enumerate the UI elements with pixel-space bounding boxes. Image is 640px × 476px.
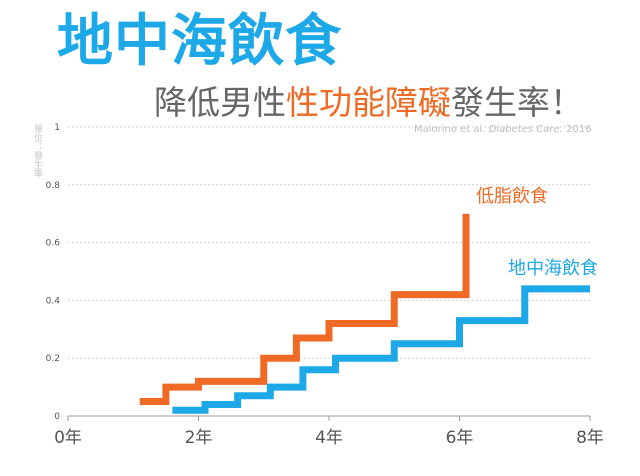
subtitle-highlight: 性功能障礙 <box>286 83 451 122</box>
x-tick-label: 0年 <box>54 428 82 448</box>
citation: Maiorino et al. Diabetes Care. 2016 <box>414 124 591 135</box>
y-tick-label: 0.8 <box>46 181 61 191</box>
y-axis-unit-label: 單位：發生率 <box>32 124 42 178</box>
y-tick-label: 0.4 <box>46 296 61 306</box>
series-label-mediterranean: 地中海飲食 <box>508 258 598 279</box>
citation-authors: Maiorino et al. <box>414 124 486 135</box>
subtitle-suffix: 發生率！ <box>451 83 583 122</box>
citation-year: 2016 <box>566 124 592 135</box>
x-tick-label: 8年 <box>576 428 604 448</box>
page-title: 地中海飲食 <box>57 9 342 74</box>
y-tick-label: 1 <box>54 123 60 133</box>
series-label-low-fat: 低脂飲食 <box>476 186 548 207</box>
y-tick-label: 0.6 <box>46 239 61 249</box>
x-tick-label: 6年 <box>446 428 474 448</box>
subtitle-prefix: 降低男性 <box>154 83 286 122</box>
citation-journal: Diabetes Care. <box>488 124 563 135</box>
gridlines <box>67 126 591 421</box>
x-tick-label: 2年 <box>185 428 213 448</box>
x-tick-label: 4年 <box>315 428 343 448</box>
x-tick-labels: 0年 2年 4年 6年 8年 <box>54 428 604 448</box>
series-line-low-fat <box>139 213 470 406</box>
y-tick-label: 0.2 <box>46 354 60 364</box>
series-line-mediterranean <box>172 285 590 414</box>
y-tick-label: 0 <box>54 412 60 422</box>
y-tick-labels: 0 0.2 0.4 0.6 0.8 1 <box>46 123 61 422</box>
subtitle: 降低男性性功能障礙發生率！ <box>154 86 583 119</box>
series-lines <box>139 213 590 414</box>
